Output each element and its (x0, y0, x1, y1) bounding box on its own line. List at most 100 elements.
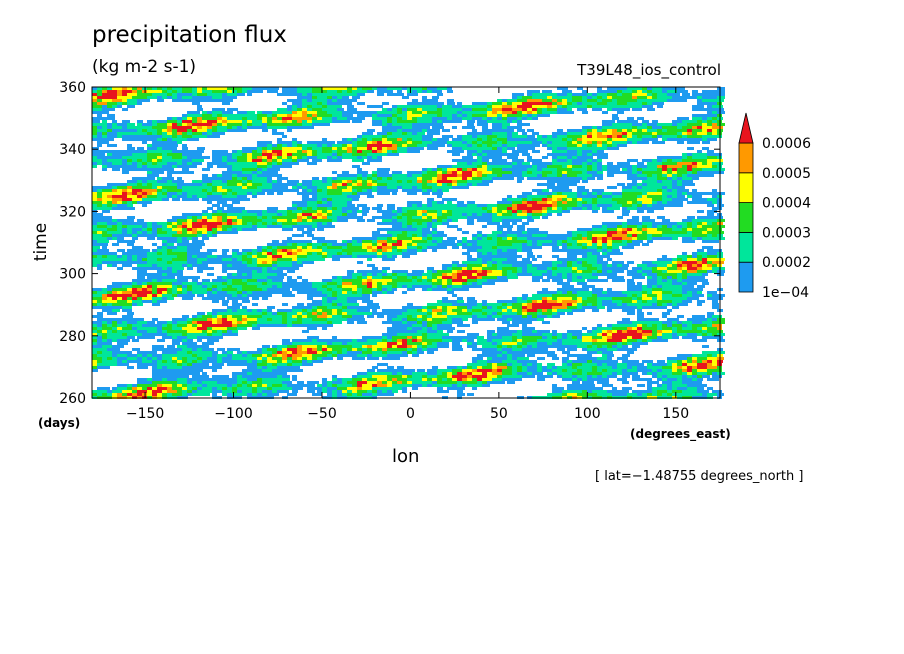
field-cell (397, 222, 405, 225)
field-cell (127, 93, 135, 96)
field-cell (662, 222, 667, 225)
field-cell (392, 228, 397, 231)
field-cell (137, 168, 142, 171)
field-cell (507, 168, 513, 171)
field-cell (452, 213, 458, 216)
field-cell (467, 249, 472, 252)
field-cell (692, 162, 697, 165)
field-cell (502, 204, 507, 207)
field-cell (657, 183, 664, 186)
field-cell (217, 99, 224, 102)
field-cell (317, 120, 324, 123)
field-cell (517, 237, 524, 240)
field-cell (142, 180, 147, 183)
field-cell (677, 198, 683, 201)
field-cell (187, 123, 194, 126)
field-cell (517, 216, 524, 219)
field-cell (222, 213, 229, 216)
field-cell (677, 96, 684, 99)
field-cell (517, 105, 524, 108)
field-cell (452, 171, 457, 174)
field-cell (167, 168, 174, 171)
field-cell (382, 147, 387, 150)
field-cell (107, 93, 112, 96)
field-cell (442, 165, 448, 168)
field-cell (477, 216, 485, 219)
field-cell (617, 102, 622, 105)
field-cell (307, 192, 315, 195)
field-cell (447, 216, 455, 219)
field-cell (617, 198, 625, 201)
field-cell (622, 186, 629, 189)
field-cell (687, 141, 694, 144)
field-cell (537, 171, 542, 174)
field-cell (597, 192, 602, 195)
field-cell (692, 105, 698, 108)
field-cell (222, 255, 228, 258)
field-cell (292, 162, 299, 165)
field-cell (187, 189, 194, 192)
field-cell (527, 99, 534, 102)
field-cell (182, 255, 187, 258)
field-cell (617, 129, 623, 132)
field-cell (477, 213, 482, 216)
field-cell (502, 219, 507, 222)
field-cell (217, 159, 223, 162)
field-cell (637, 228, 643, 231)
field-cell (512, 213, 520, 216)
field-cell (447, 120, 453, 123)
field-cell (227, 177, 235, 180)
field-cell (97, 159, 105, 162)
field-cell (377, 237, 382, 240)
field-cell (437, 108, 444, 111)
field-cell (682, 225, 689, 228)
field-cell (197, 213, 203, 216)
field-cell (272, 246, 280, 249)
field-cell (312, 105, 320, 108)
field-cell (677, 123, 682, 126)
field-cell (292, 150, 300, 153)
field-cell (257, 162, 265, 165)
field-cell (357, 111, 365, 114)
field-cell (352, 216, 358, 219)
field-cell (292, 105, 300, 108)
field-cell (457, 138, 463, 141)
field-cell (712, 129, 718, 132)
field-cell (382, 102, 389, 105)
field-cell (357, 240, 365, 243)
field-cell (527, 144, 535, 147)
field-cell (437, 141, 444, 144)
field-cell (492, 108, 497, 111)
field-cell (437, 183, 443, 186)
field-cell (437, 237, 443, 240)
field-cell (352, 90, 360, 93)
field-cell (497, 147, 505, 150)
field-cell (497, 234, 504, 237)
field-cell (272, 129, 277, 132)
field-cell (222, 102, 230, 105)
field-cell (592, 159, 599, 162)
field-cell (602, 132, 608, 135)
field-cell (162, 132, 167, 135)
field-cell (662, 132, 670, 135)
field-cell (667, 126, 674, 129)
field-cell (237, 225, 245, 228)
field-cell (672, 168, 677, 171)
field-cell (472, 102, 477, 105)
field-cell (662, 204, 668, 207)
field-cell (517, 159, 524, 162)
field-cell (522, 210, 527, 213)
field-cell (572, 234, 579, 237)
field-cell (342, 156, 347, 159)
field-cell (582, 156, 587, 159)
field-cell (427, 225, 433, 228)
field-cell (447, 198, 453, 201)
field-cell (162, 165, 169, 168)
field-cell (642, 180, 649, 183)
field-cell (687, 123, 695, 126)
field-cell (222, 201, 227, 204)
field-cell (132, 162, 140, 165)
field-cell (502, 105, 510, 108)
field-cell (132, 156, 137, 159)
field-cell (627, 171, 633, 174)
